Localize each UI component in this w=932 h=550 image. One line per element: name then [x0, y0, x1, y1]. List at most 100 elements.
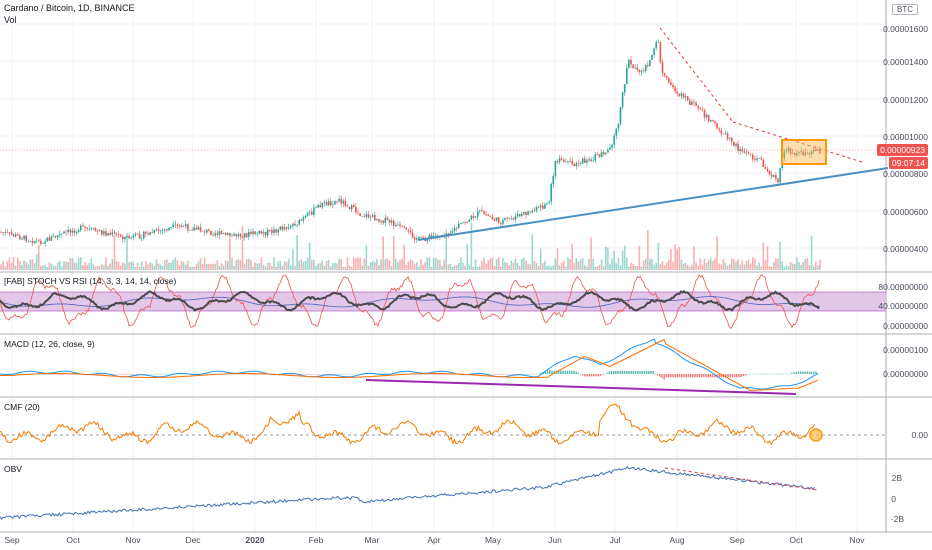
candle-body: [689, 100, 691, 106]
volume-bar: [250, 259, 252, 270]
candle-body: [468, 219, 471, 222]
candle-body: [132, 235, 135, 238]
candle-body: [592, 160, 594, 162]
macd-histogram-bar: [353, 373, 355, 375]
obv-resistance-line[interactable]: [664, 467, 819, 491]
macd-tick: 0.00000100: [883, 345, 928, 355]
volume-bar: [92, 264, 95, 270]
candle-body: [416, 238, 418, 240]
volume-bar: [75, 263, 78, 270]
candle-body: [775, 175, 777, 179]
candle-body: [537, 207, 540, 208]
candle-body: [52, 236, 55, 237]
obv-pane-title: OBV: [4, 464, 22, 474]
resistance-trendline-1[interactable]: [659, 27, 734, 123]
macd-histogram-bar: [335, 373, 338, 375]
volume-bar: [411, 260, 414, 270]
volume-bar: [317, 263, 319, 270]
volume-bar: [388, 260, 391, 270]
candle-body: [495, 217, 498, 221]
candle-body: [817, 149, 819, 151]
stoch-band: [0, 292, 886, 311]
candle-body: [418, 236, 420, 239]
volume-bar: [149, 262, 151, 270]
support-trendline[interactable]: [417, 167, 889, 241]
candle-body: [558, 158, 561, 163]
macd-histogram-bar: [782, 373, 784, 375]
macd-histogram-bar: [575, 371, 577, 374]
cmf-highlight-circle[interactable]: [809, 428, 823, 442]
volume-bar: [449, 263, 452, 270]
volume-bar: [304, 260, 307, 270]
candle-body: [493, 218, 496, 221]
volume-bar: [126, 233, 128, 270]
candle-body: [233, 234, 235, 236]
candle-body: [617, 124, 620, 129]
candle-body: [506, 217, 508, 219]
macd-histogram-bar: [192, 373, 195, 375]
candle-body: [86, 227, 88, 229]
macd-histogram-bar: [524, 373, 527, 375]
volume-bar: [201, 263, 204, 270]
candle-body: [281, 226, 284, 230]
volume-bar: [548, 265, 550, 270]
candle-body: [239, 234, 242, 237]
volume-bar: [359, 257, 361, 270]
candle-body: [424, 239, 426, 242]
volume-bar: [224, 260, 227, 270]
candle-body: [651, 54, 653, 60]
macd-histogram-bar: [744, 374, 747, 376]
macd-histogram-bar: [351, 373, 353, 375]
candle-body: [14, 234, 17, 237]
volume-bar: [176, 260, 179, 270]
candle-body: [71, 230, 74, 233]
volume-bar: [516, 263, 519, 270]
candle-body: [741, 149, 744, 152]
candle-body: [98, 230, 101, 232]
volume-bar: [682, 263, 685, 270]
candle-body: [6, 232, 9, 233]
volume-bar: [592, 259, 594, 270]
macd-histogram-bar: [760, 373, 762, 375]
volume-bar: [596, 266, 599, 270]
macd-histogram-bar: [49, 373, 52, 375]
candle-body: [115, 233, 118, 235]
volume-bar: [617, 257, 620, 270]
currency-tag[interactable]: BTC: [892, 4, 918, 15]
candle-body: [458, 224, 460, 228]
volume-bar: [806, 257, 809, 270]
volume-bar: [329, 266, 332, 270]
candle-body: [726, 133, 729, 139]
candle-body: [766, 168, 769, 172]
macd-histogram-bar: [720, 374, 723, 378]
volume-bar: [657, 242, 660, 270]
candle-body: [388, 219, 391, 223]
candle-body: [319, 204, 321, 208]
macd-histogram-bar: [632, 371, 635, 374]
candle-body: [523, 212, 525, 214]
candle-body: [19, 235, 21, 240]
candle-body: [46, 237, 48, 242]
macd-histogram-bar: [564, 370, 566, 374]
candle-body: [294, 223, 296, 226]
volume-bar: [529, 264, 531, 270]
candle-body: [161, 229, 164, 231]
candle-body: [50, 236, 53, 241]
macd-histogram-bar: [500, 374, 503, 375]
candle-body: [644, 64, 647, 72]
macd-histogram-bar: [67, 374, 69, 375]
volume-bar: [479, 266, 481, 270]
volume-bar: [462, 262, 464, 270]
candle-body: [224, 233, 227, 236]
volume-bar: [567, 257, 569, 270]
volume-bar: [332, 263, 334, 270]
candle-body: [785, 151, 788, 152]
volume-bar: [294, 265, 296, 270]
candle-body: [340, 198, 342, 204]
consolidation-box[interactable]: [781, 139, 827, 165]
volume-bar: [327, 259, 330, 270]
macd-divergence-line[interactable]: [365, 379, 797, 395]
resistance-trendline-2[interactable]: [732, 121, 863, 163]
volume-bar: [810, 235, 813, 270]
